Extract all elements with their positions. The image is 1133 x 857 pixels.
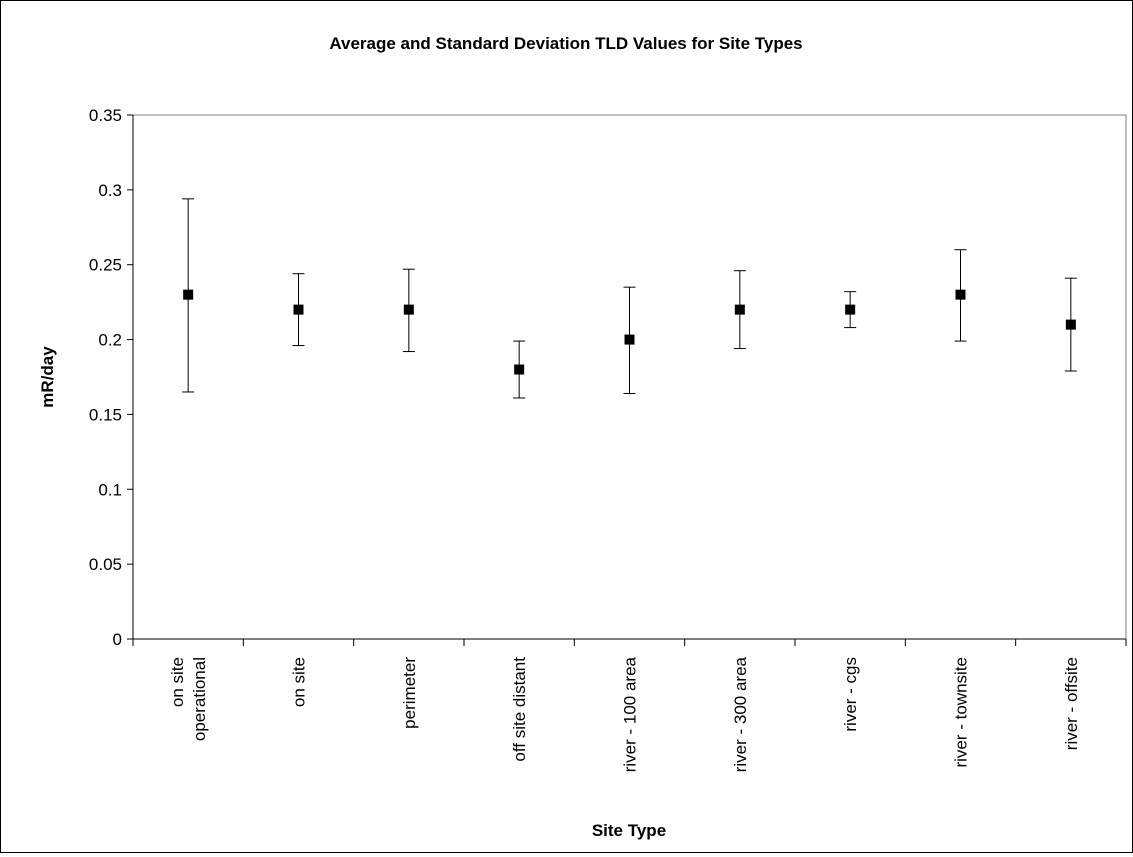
data-point [845,304,856,315]
y-axis: 0 0.05 0.1 0.15 0.2 0.25 0.3 0.35 [89,106,134,649]
data-point [1065,319,1076,330]
data-point [955,289,966,300]
chart-title: Average and Standard Deviation TLD Value… [329,34,802,53]
x-axis-title: Site Type [592,821,666,840]
x-tick-label: operational [190,657,209,741]
data-point [624,334,635,345]
x-tick-label: river - 100 area [621,656,640,772]
x-tick-label: river - cgs [841,657,860,732]
x-tick-label: river - townsite [952,657,971,768]
y-tick-label: 0.05 [89,555,122,574]
x-tick-label: river - offsite [1062,657,1081,750]
x-tick-label: off site distant [510,657,529,762]
y-tick-label: 0.25 [89,256,122,275]
data-point [293,304,304,315]
y-tick-label: 0.3 [98,181,122,200]
data-point [403,304,414,315]
data-marks [182,198,1077,399]
x-tick-label: on site [290,657,309,707]
x-tick-label: river - 300 area [731,656,750,772]
y-tick-label: 0.1 [98,480,122,499]
data-point [734,304,745,315]
data-point [183,289,194,300]
y-tick-label: 0.15 [89,405,122,424]
x-tick-label: on site [168,657,187,707]
y-axis-title: mR/day [38,346,57,408]
x-axis: on site operational on site perimeter off si… [132,638,1127,772]
x-tick-label: perimeter [400,657,419,729]
y-tick-label: 0 [113,630,122,649]
y-tick-label: 0.2 [98,331,122,350]
data-point [514,364,525,375]
y-tick-label: 0.35 [89,106,122,125]
